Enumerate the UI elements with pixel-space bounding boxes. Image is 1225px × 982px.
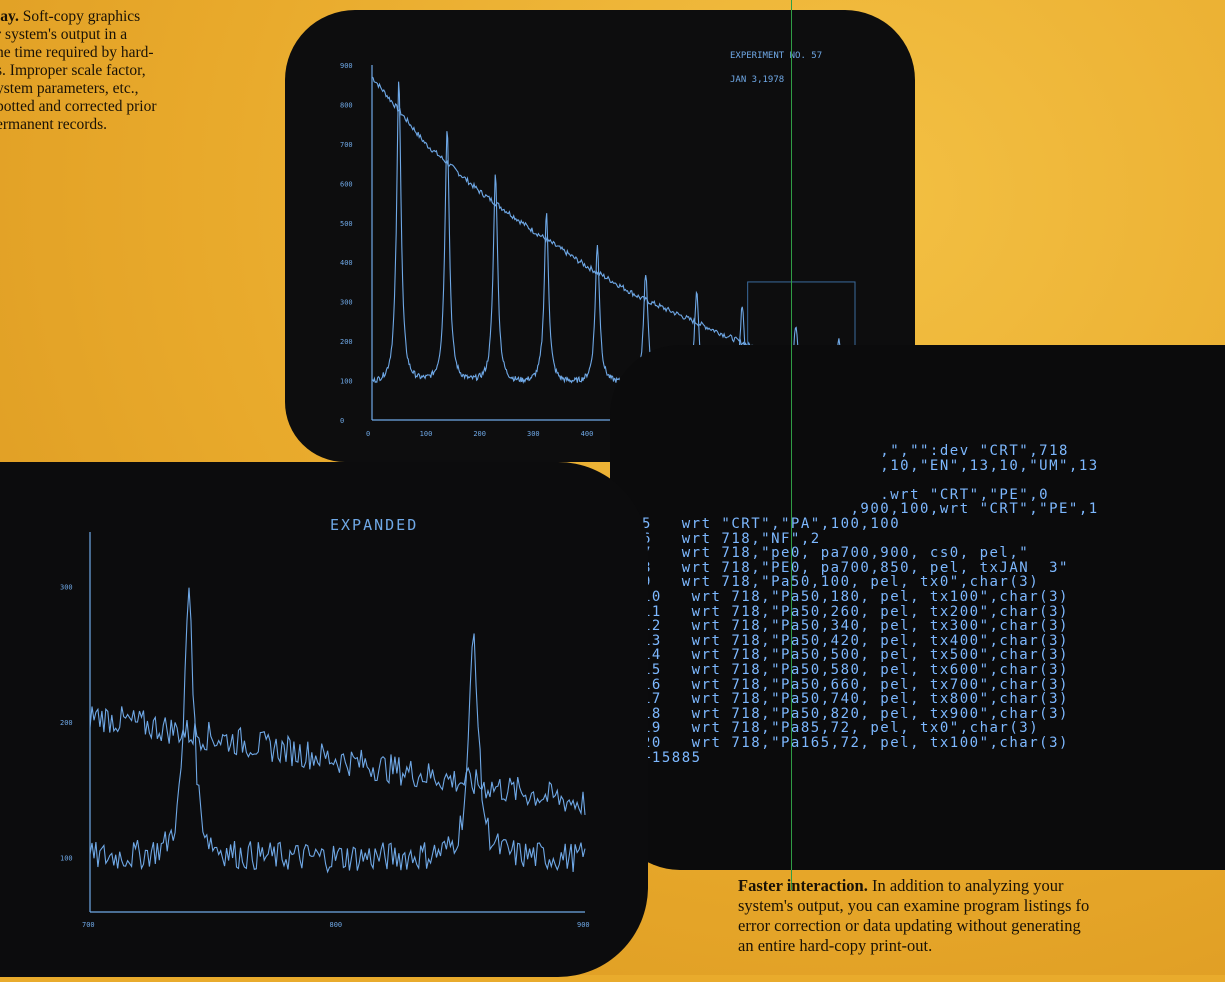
code-line: 15 wrt 718,"Pa50,580, pel, tx600",char(3… [642, 662, 1069, 678]
code-line: .wrt "CRT","PE",0 [642, 486, 1050, 503]
y-tick-label: 600 [340, 180, 353, 188]
code-line: 5 wrt "CRT","PA",100,100 [642, 516, 901, 532]
code-line: 10 wrt 718,"Pa50,180, pel, tx100",char(3… [642, 589, 1069, 605]
caption-top-line-1: lay. Soft-copy graphics [0, 8, 246, 26]
caption-bottom-line-1: In addition to analyzing your [867, 876, 1064, 895]
code-line: ,","":dev "CRT",718 [642, 443, 1069, 459]
expanded-peaks-line [89, 587, 586, 874]
code-line: 19 wrt 718,"Pa85,72, pel, tx0",char(3) [642, 720, 1040, 737]
code-line: ,900,100,wrt "CRT","PE",1 [642, 501, 1099, 518]
date-header: JAN 3,1978 [730, 75, 784, 85]
peaks-series-line [371, 81, 856, 387]
code-line: 20 wrt 718,"Pa165,72, pel, tx100",char(3… [642, 735, 1069, 751]
expanded-x-tick-label: 700 [82, 921, 95, 929]
code-line: 6 wrt 718,"NF",2 [642, 530, 821, 547]
expanded-x-tick-label: 800 [330, 921, 343, 929]
caption-top-line-5: ystem parameters, etc., [0, 79, 139, 97]
caption-top-line-2: r system's output in a [0, 25, 128, 43]
y-tick-label: 500 [340, 220, 353, 228]
expanded-decay-line [89, 706, 586, 816]
expanded-y-tick-label: 300 [60, 583, 73, 591]
caption-top-line-4: s. Improper scale factor, [0, 61, 146, 79]
expanded-plot: EXPANDED 700 800 900 300 200 100 [60, 516, 590, 929]
caption-bottom-bold: Faster interaction. [738, 876, 868, 895]
y-tick-label: 700 [340, 141, 353, 149]
y-tick-label: 100 [340, 378, 353, 386]
y-tick-label: 800 [340, 101, 353, 109]
expanded-y-tick-label: 200 [60, 719, 73, 727]
code-line: 9 wrt 718,"Pa50,100, pel, tx0",char(3) [642, 574, 1040, 591]
expanded-plot-screen: EXPANDED 700 800 900 300 200 100 [0, 462, 648, 977]
y-tick-label: 0 [340, 417, 344, 425]
code-line: ,10,"EN",13,10,"UM",13 [642, 457, 1099, 474]
caption-bottom: Faster interaction. In addition to analy… [738, 876, 1225, 957]
code-line: 12 wrt 718,"Pa50,340, pel, tx300",char(3… [642, 618, 1069, 635]
code-listing-screen: ,","":dev "CRT",718 ,10,"EN",13,10,"UM",… [610, 345, 1225, 870]
code-line: 16 wrt 718,"Pa50,660, pel, tx700",char(3… [642, 676, 1069, 693]
caption-top-line-1-rest: Soft-copy graphics [18, 8, 141, 25]
code-line: 11 wrt 718,"Pa50,260, pel, tx200",char(3… [642, 603, 1069, 620]
caption-bottom-line-4: an entire hard-copy print-out. [738, 936, 933, 956]
code-line: 8 wrt 718,"PE0, pa700,850, pel, txJAN 3" [642, 559, 1069, 576]
y-tick-label: 300 [340, 299, 353, 307]
caption-top: lay. Soft-copy graphics r system's outpu… [0, 8, 246, 134]
caption-top-line-6: potted and corrected prior [0, 97, 157, 115]
experiment-header: EXPERIMENT NO. 57 [730, 51, 822, 61]
code-line: 7 wrt 718,"pe0, pa700,900, cs0, pel," [642, 545, 1030, 562]
expanded-y-tick-label: 100 [60, 855, 73, 863]
y-tick-label: 900 [340, 62, 353, 70]
cursor-line [791, 0, 792, 890]
caption-bottom-line-2: system's output, you can examine program… [738, 896, 1090, 916]
x-tick-label: 0 [366, 430, 370, 438]
caption-top-line-3: he time required by hard- [0, 43, 154, 61]
caption-top-line-7: ermanent records. [0, 115, 108, 133]
expanded-x-tick-label: 900 [577, 921, 590, 929]
caption-top-bold: lay. [0, 8, 19, 25]
x-tick-label: 200 [473, 430, 486, 438]
code-line: 18 wrt 718,"Pa50,820, pel, tx900",char(3… [642, 705, 1069, 722]
code-line: 17 wrt 718,"Pa50,740, pel, tx800",char(3… [642, 691, 1069, 708]
y-tick-label: 400 [340, 259, 353, 267]
expanded-title: EXPANDED [330, 516, 418, 534]
y-tick-label: 200 [340, 338, 353, 346]
code-line: +15885 [642, 749, 702, 766]
x-tick-label: 400 [581, 430, 594, 438]
caption-bottom-line-3: error correction or data updating withou… [738, 916, 1081, 936]
x-tick-label: 300 [527, 430, 540, 438]
code-line: 14 wrt 718,"Pa50,500, pel, tx500",char(3… [642, 647, 1069, 664]
x-tick-label: 100 [420, 430, 433, 438]
code-line: 13 wrt 718,"Pa50,420, pel, tx400",char(3… [642, 632, 1069, 649]
